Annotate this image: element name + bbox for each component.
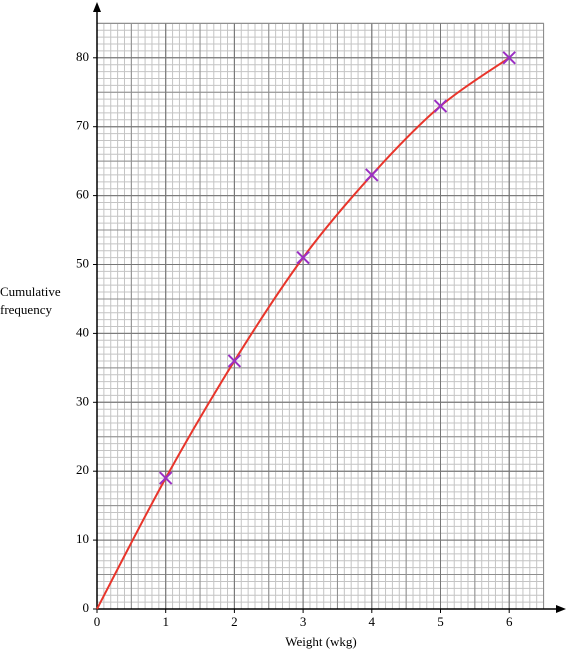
x-tick-label: 6 [506, 614, 513, 629]
x-tick-label: 4 [369, 614, 376, 629]
cross-mark [158, 471, 173, 485]
x-tick-label: 5 [437, 614, 444, 629]
x-tick-label: 2 [231, 614, 238, 629]
y-tick-label: 10 [76, 531, 89, 546]
x-tick-label: 1 [162, 614, 169, 629]
y-tick-label: 20 [76, 462, 89, 477]
x-tick-label: 3 [300, 614, 307, 629]
cross-mark [227, 354, 242, 368]
y-tick-label: 50 [76, 255, 89, 270]
cross-mark [365, 168, 379, 182]
x-axis-arrow [556, 605, 566, 613]
y-tick-label: 80 [76, 49, 89, 64]
x-tick-label: 0 [94, 614, 101, 629]
y-tick-label: 60 [76, 187, 89, 202]
grid-border [96, 22, 545, 610]
cross-mark [296, 250, 310, 265]
y-tick-label: 70 [76, 118, 89, 133]
cross-mark [433, 99, 448, 113]
y-axis-label: Cumulative frequency [0, 284, 61, 317]
y-axis-arrow [93, 2, 101, 12]
y-tick-label: 40 [76, 324, 89, 339]
y-tick-label: 0 [83, 600, 90, 615]
y-tick-label: 30 [76, 393, 89, 408]
x-axis-label: Weight (wkg) [285, 634, 357, 649]
cross-mark [502, 51, 516, 65]
